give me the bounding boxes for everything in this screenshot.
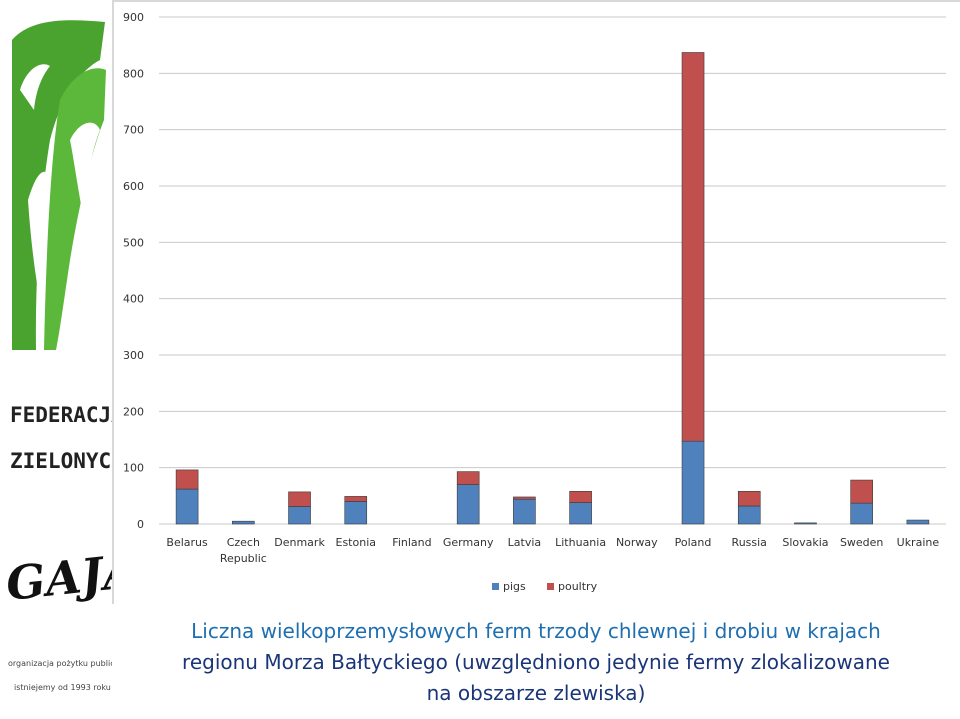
leaf-emblem-icon <box>12 20 106 351</box>
x-tick-label: Ukraine <box>897 536 940 549</box>
bar-pigs <box>850 502 873 525</box>
caption-line1: Liczna wielkoprzemysłowych ferm trzody c… <box>191 619 881 643</box>
y-tick-label: 100 <box>123 462 144 475</box>
bar-poultry <box>175 469 199 490</box>
bar-pigs <box>906 519 930 525</box>
bar-pigs <box>737 505 761 525</box>
legend-swatch-pigs <box>492 583 499 590</box>
caption-line2: regionu Morza Bałtyckiego (uwzględniono … <box>182 650 890 674</box>
legend-label-poultry: poultry <box>558 580 598 593</box>
bar-poultry <box>681 52 705 442</box>
y-tick-label: 200 <box>123 405 144 418</box>
y-tick-label: 400 <box>123 293 144 306</box>
y-tick-label: 300 <box>123 349 144 362</box>
bar-pigs <box>456 484 480 525</box>
y-tick-label: 700 <box>123 124 144 137</box>
stacked-bar-chart: 0 100 200 300 400 500 600 700 800 900 Belarus Czech… <box>123 11 946 593</box>
bar-poultry <box>456 471 480 485</box>
x-tick-label: Finland <box>392 536 431 549</box>
x-tick-label: Sweden <box>840 536 883 549</box>
chart-caption: Liczna wielkoprzemysłowych ferm trzody c… <box>112 616 960 709</box>
logo-note-line1: organizacja pożytku publicznego <box>8 659 112 668</box>
bar-pigs <box>175 488 199 525</box>
bar-pigs <box>232 520 255 525</box>
logo-brand: GAJA <box>4 543 112 611</box>
y-tick-label: 800 <box>123 67 144 80</box>
legend-label-pigs: pigs <box>503 580 526 593</box>
legend-swatch-poultry <box>547 583 554 590</box>
x-tick-label: Latvia <box>508 536 541 549</box>
bar-poultry <box>569 491 592 503</box>
logo-panel: FEDERACJA ZIELONYCH GAJA organizacja poż… <box>0 0 141 714</box>
x-tick-label: Belarus <box>166 536 208 549</box>
federacja-zielonych-logo: FEDERACJA ZIELONYCH GAJA organizacja poż… <box>4 20 141 692</box>
bar-poultry <box>737 491 761 507</box>
bar-pigs <box>513 498 536 525</box>
y-tick-label: 600 <box>123 180 144 193</box>
x-tick-label: Germany <box>443 536 494 549</box>
bar-pigs <box>288 506 311 525</box>
bar-poultry <box>513 496 536 500</box>
logo-note-line2: istniejemy od 1993 roku <box>14 683 111 692</box>
bar-pigs <box>794 522 817 525</box>
bar-pigs <box>569 502 592 525</box>
x-tick-label: Denmark <box>274 536 325 549</box>
y-tick-label: 500 <box>123 236 144 249</box>
bar-poultry <box>850 479 873 504</box>
logo-title-line1: FEDERACJA <box>10 403 112 427</box>
x-tick-label: Slovakia <box>782 536 828 549</box>
bar-poultry <box>344 496 368 502</box>
x-tick-label: Lithuania <box>555 536 606 549</box>
y-tick-label: 0 <box>137 518 144 531</box>
bar-pigs <box>681 440 705 525</box>
x-tick-label: Czech <box>227 536 260 549</box>
y-tick-label: 900 <box>123 11 144 24</box>
bar-poultry <box>288 491 311 507</box>
x-tick-label: Republic <box>220 552 267 565</box>
caption-line3: na obszarze zlewiska) <box>426 681 646 705</box>
x-tick-label: Poland <box>675 536 712 549</box>
bar-pigs <box>344 501 368 525</box>
x-tick-label: Norway <box>616 536 658 549</box>
logo-title-line2: ZIELONYCH <box>10 449 112 473</box>
chart-area: 0 100 200 300 400 500 600 700 800 900 Belarus Czech… <box>112 0 960 604</box>
x-tick-label: Estonia <box>336 536 377 549</box>
x-tick-label: Russia <box>732 536 767 549</box>
